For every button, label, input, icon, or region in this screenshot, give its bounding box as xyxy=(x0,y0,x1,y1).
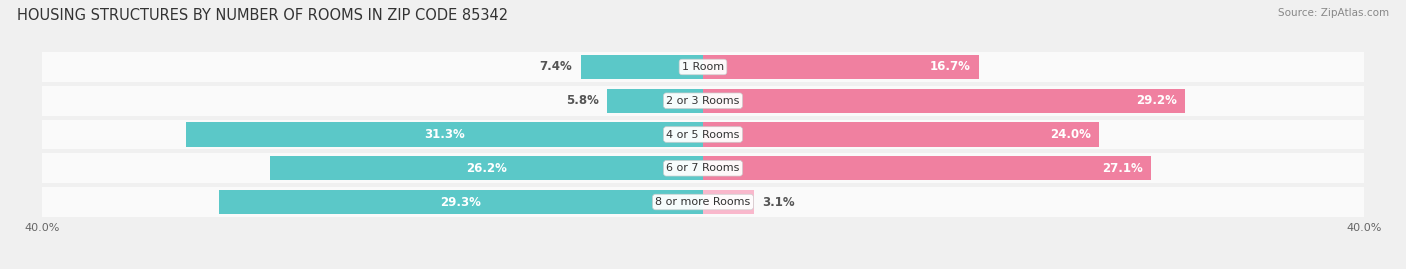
Text: 4 or 5 Rooms: 4 or 5 Rooms xyxy=(666,129,740,140)
Text: 3.1%: 3.1% xyxy=(762,196,796,208)
Bar xyxy=(219,190,703,214)
Text: 2 or 3 Rooms: 2 or 3 Rooms xyxy=(666,96,740,106)
Text: 29.3%: 29.3% xyxy=(440,196,481,208)
Bar xyxy=(42,120,1364,149)
Bar xyxy=(607,89,703,113)
Text: 7.4%: 7.4% xyxy=(540,61,572,73)
Text: Source: ZipAtlas.com: Source: ZipAtlas.com xyxy=(1278,8,1389,18)
Bar xyxy=(703,89,1185,113)
Bar xyxy=(186,122,703,147)
Bar xyxy=(703,55,979,79)
Text: 16.7%: 16.7% xyxy=(929,61,970,73)
Bar xyxy=(703,190,754,214)
Text: 8 or more Rooms: 8 or more Rooms xyxy=(655,197,751,207)
Bar xyxy=(42,52,1364,82)
Text: 31.3%: 31.3% xyxy=(425,128,465,141)
Bar xyxy=(270,156,703,180)
Bar xyxy=(581,55,703,79)
Bar xyxy=(703,122,1099,147)
Text: HOUSING STRUCTURES BY NUMBER OF ROOMS IN ZIP CODE 85342: HOUSING STRUCTURES BY NUMBER OF ROOMS IN… xyxy=(17,8,508,23)
Bar xyxy=(703,156,1150,180)
Text: 26.2%: 26.2% xyxy=(467,162,508,175)
Text: 6 or 7 Rooms: 6 or 7 Rooms xyxy=(666,163,740,173)
Bar xyxy=(42,86,1364,116)
Text: 27.1%: 27.1% xyxy=(1102,162,1143,175)
Text: 24.0%: 24.0% xyxy=(1050,128,1091,141)
Bar xyxy=(42,153,1364,183)
Text: 1 Room: 1 Room xyxy=(682,62,724,72)
Text: 5.8%: 5.8% xyxy=(567,94,599,107)
Bar xyxy=(42,187,1364,217)
Text: 29.2%: 29.2% xyxy=(1136,94,1177,107)
